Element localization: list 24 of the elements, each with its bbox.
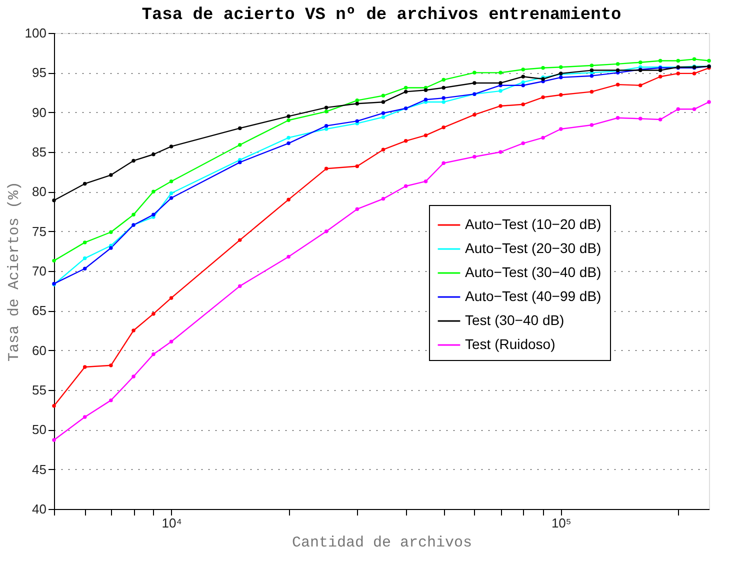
legend-label: Auto−Test (20−30 dB) (465, 240, 602, 256)
y-tick-label: 95 (32, 65, 46, 80)
y-tick-label: 65 (32, 303, 46, 318)
y-tick-label: 60 (32, 342, 46, 358)
y-tick-label: 40 (32, 502, 46, 516)
y-tick-label: 50 (32, 422, 46, 438)
y-tick-label: 90 (32, 104, 46, 120)
y-tick-label: 45 (32, 462, 46, 477)
x-tick-label: 10⁵ (551, 516, 572, 530)
legend-label: Auto−Test (40−99 dB) (465, 288, 602, 304)
y-tick-label: 55 (32, 382, 46, 398)
legend-label: Test (Ruidoso) (465, 336, 556, 352)
legend-label: Test (30−40 dB) (465, 312, 564, 328)
legend-label: Auto−Test (10−20 dB) (465, 216, 602, 232)
x-tick-label: 10⁴ (162, 516, 182, 530)
y-tick-label: 85 (32, 144, 46, 160)
x-axis-title: Cantidad de archivos (292, 534, 472, 552)
y-tick-label: 100 (24, 26, 46, 40)
chart-title: Tasa de acierto VS nº de archivos entrenamiento (142, 6, 622, 25)
y-axis-title: Tasa de Aciertos (%) (6, 181, 23, 362)
y-tick-label: 70 (32, 264, 46, 278)
legend-label: Auto−Test (30−40 dB) (465, 264, 602, 280)
y-tick-label: 80 (32, 184, 46, 200)
y-tick-label: 75 (32, 224, 46, 239)
